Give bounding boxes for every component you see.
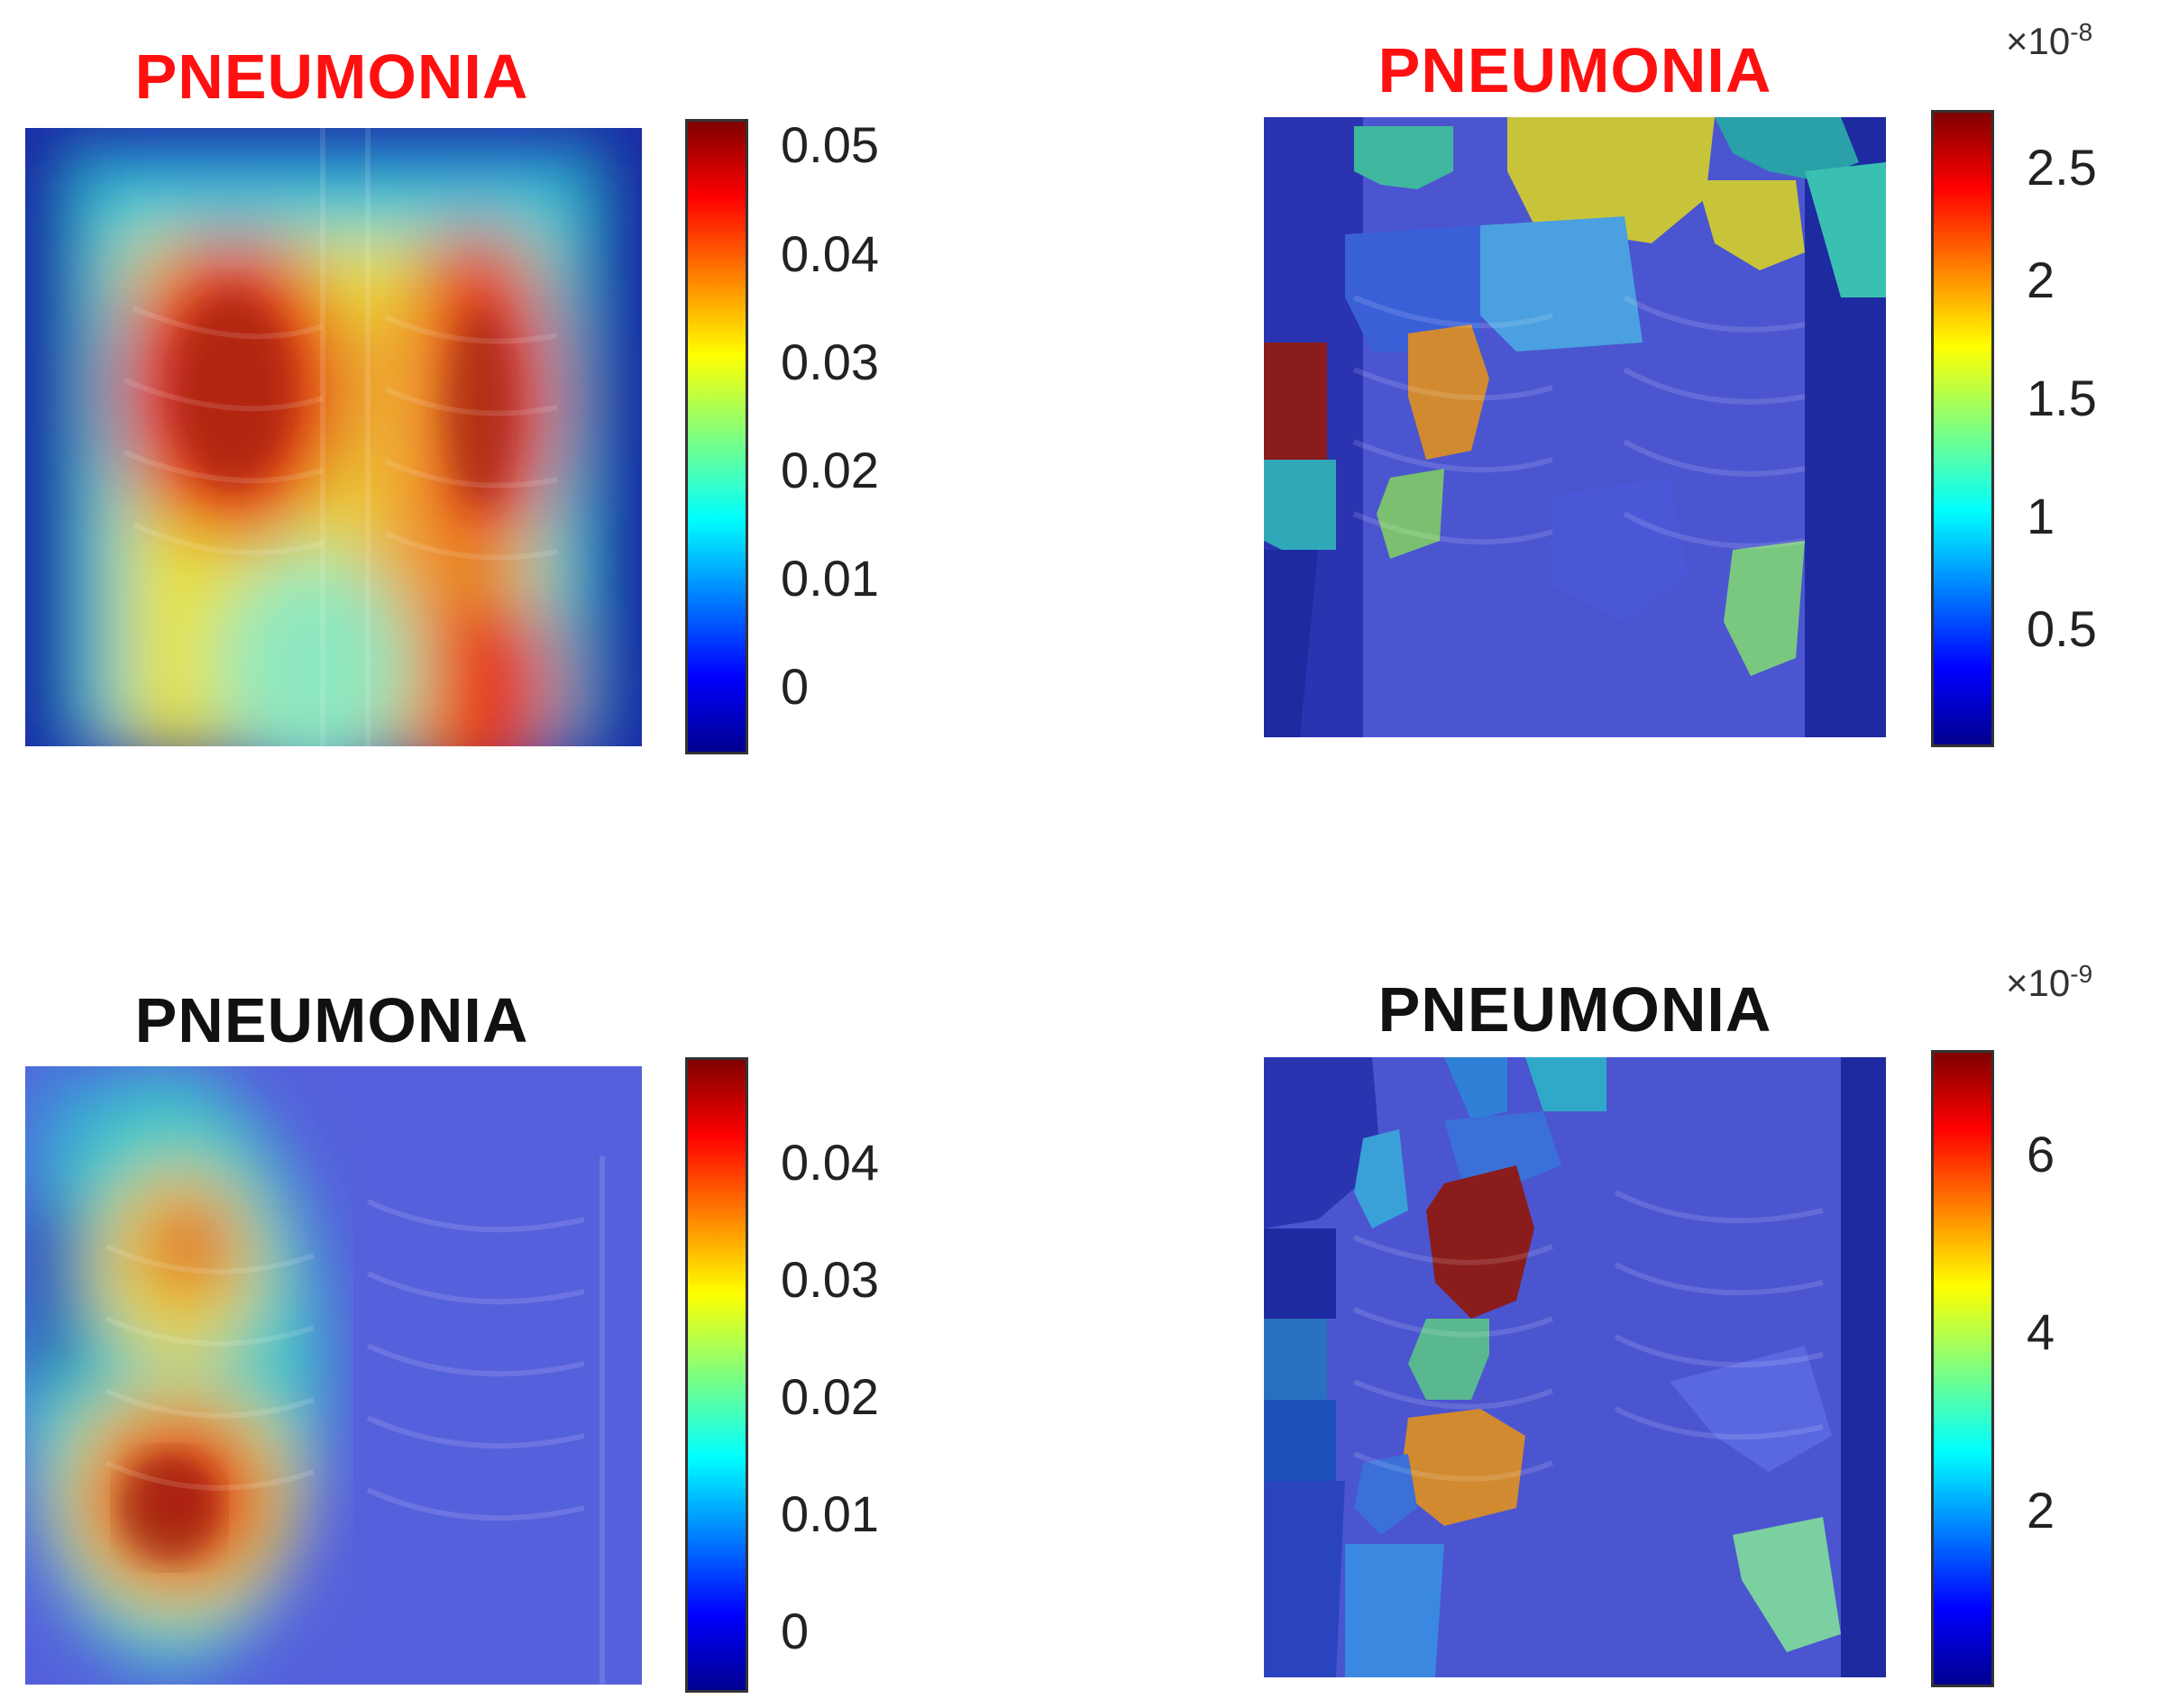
- panel-2-exponent-power: -8: [2070, 18, 2093, 46]
- panel-3-title: PNEUMONIA: [134, 985, 529, 1055]
- panel-1-tick-label: 0: [781, 658, 810, 715]
- panel-3-tick-label: 0.03: [781, 1251, 879, 1308]
- panel-2-tick-label: 2: [2027, 251, 2055, 308]
- panel-2-exponent-base: ×10: [2006, 20, 2071, 62]
- panel-3-colorbar: [685, 1057, 748, 1693]
- panel-1-tick-label: 0.03: [781, 333, 879, 390]
- panel-1-heatmap-image: [25, 128, 642, 746]
- panel-3-tick-label: 0: [781, 1603, 810, 1659]
- panel-4-tick-label: 4: [2027, 1303, 2055, 1360]
- panel-4-exponent-power: -9: [2070, 960, 2093, 988]
- panel-4-superpixel-image: [1264, 1057, 1886, 1677]
- panel-4-exponent-base: ×10: [2006, 962, 2071, 1004]
- panel-2-superpixel-image: [1264, 117, 1886, 737]
- panel-2-tick-label: 2.5: [2027, 139, 2097, 196]
- panel-1-tick-label: 0.05: [781, 116, 879, 173]
- panel-2-colorbar: [1931, 110, 1994, 747]
- panel-2-tick-label: 0.5: [2027, 600, 2097, 657]
- panel-1-colorbar: [685, 119, 748, 754]
- panel-4-tick-label: 6: [2027, 1126, 2055, 1183]
- panel-4-title: PNEUMONIA: [1377, 974, 1772, 1045]
- panel-1-title: PNEUMONIA: [134, 41, 529, 112]
- panel-2-tick-label: 1.5: [2027, 370, 2097, 426]
- panel-4-tick-label: 2: [2027, 1482, 2055, 1539]
- panel-1-tick-label: 0.01: [781, 550, 879, 607]
- panel-1-tick-label: 0.04: [781, 225, 879, 282]
- panel-3-tick-label: 0.04: [781, 1134, 879, 1191]
- panel-2-tick-label: 1: [2027, 488, 2055, 544]
- panel-1-tick-label: 0.02: [781, 442, 879, 498]
- panel-3-tick-label: 0.02: [781, 1368, 879, 1425]
- panel-2-title: PNEUMONIA: [1377, 35, 1772, 105]
- panel-2-colorbar-exponent: ×10-8: [2006, 18, 2092, 63]
- panel-3-tick-label: 0.01: [781, 1485, 879, 1542]
- panel-4-colorbar-exponent: ×10-9: [2006, 960, 2092, 1005]
- panel-3-heatmap-image: [25, 1066, 642, 1685]
- panel-4-colorbar: [1931, 1050, 1994, 1687]
